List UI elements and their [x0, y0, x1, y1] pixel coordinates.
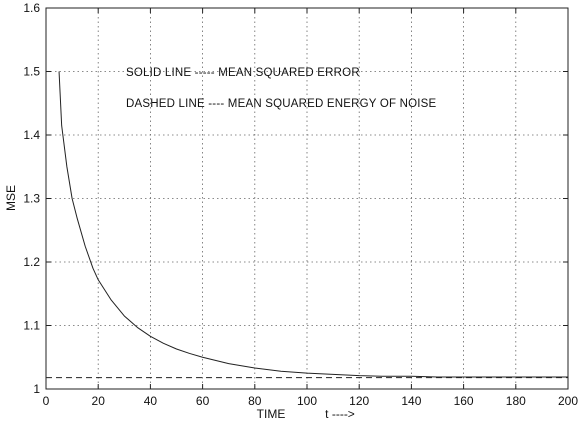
dashed-line-legend-text: DASHED LINE ---- MEAN SQUARED ENERGY OF … [126, 98, 437, 110]
solid-line-legend-text: SOLID LINE ----- MEAN SQUARED ERROR [126, 67, 360, 79]
y-tick-label: 1.5 [23, 65, 40, 79]
y-tick-label: 1.1 [23, 319, 40, 333]
x-tick-label: 0 [43, 394, 50, 408]
y-tick-label: 1.2 [23, 255, 40, 269]
x-tick-label: 200 [558, 394, 578, 408]
x-tick-label: 180 [506, 394, 526, 408]
x-tick-label: 100 [297, 394, 317, 408]
label-layer: TIME t ----> MSE [4, 185, 355, 421]
x-tick-label: 160 [454, 394, 474, 408]
y-tick-label: 1.6 [23, 1, 40, 15]
x-tick-label: 40 [144, 394, 158, 408]
x-axis-label-suffix: t ----> [325, 407, 355, 421]
y-axis-label: MSE [4, 185, 18, 211]
x-tick-label: 60 [196, 394, 210, 408]
y-tick-label: 1.4 [23, 128, 40, 142]
series-layer [46, 71, 568, 379]
x-tick-label: 140 [401, 394, 421, 408]
tick-layer: 0 20 40 60 80 100 120 140 160 180 200 1 1.1 1.2 1.3 1.4… [23, 1, 578, 408]
x-tick-label: 20 [92, 394, 106, 408]
mse-series-line [58, 71, 568, 378]
x-tick-label: 120 [349, 394, 369, 408]
x-axis-label: TIME [257, 407, 286, 421]
grid-layer [46, 8, 568, 389]
annotation-layer: SOLID LINE ----- MEAN SQUARED ERROR DASHE… [126, 67, 437, 110]
y-tick-label: 1 [33, 382, 40, 396]
x-tick-label: 80 [248, 394, 262, 408]
y-tick-label: 1.3 [23, 192, 40, 206]
